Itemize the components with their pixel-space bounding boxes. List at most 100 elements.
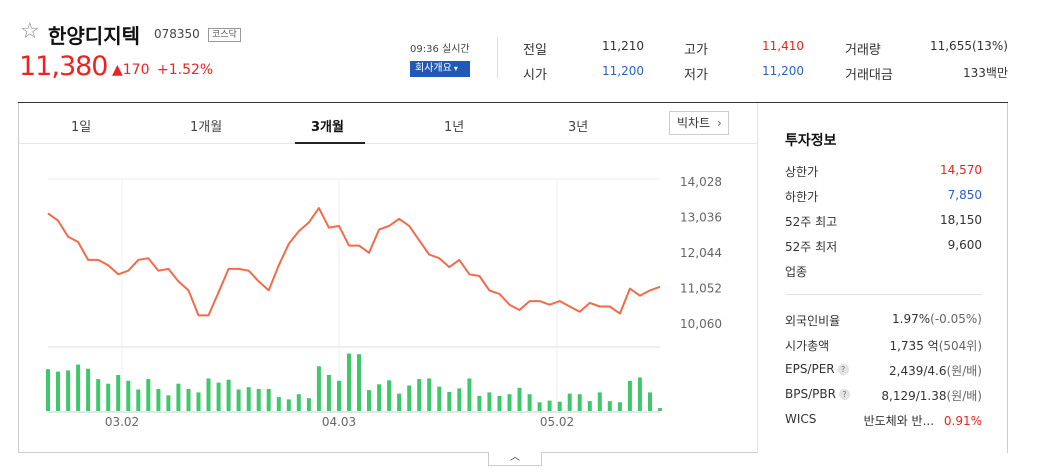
eps-per-unit: (원/배)	[946, 364, 983, 378]
volume-bar	[166, 395, 171, 411]
volume-bar	[648, 392, 652, 411]
volume-bar	[116, 375, 121, 411]
volume-bar	[326, 375, 331, 411]
volume-bar	[477, 395, 482, 411]
volume-bar	[347, 353, 351, 411]
volume-bar	[507, 394, 512, 411]
realtime-label: 09:36 실시간	[410, 44, 470, 55]
volume-bar	[56, 371, 60, 411]
volume-bar	[46, 369, 50, 411]
y-tick-label: 14,028	[680, 175, 722, 189]
open-value: 11,200	[602, 64, 644, 78]
volume-bar	[427, 378, 432, 411]
volume-bar	[537, 402, 542, 411]
volume-bar	[316, 366, 321, 411]
tab-1day[interactable]: 1일	[71, 120, 92, 135]
volume-bar	[236, 389, 241, 411]
prev-close-value: 11,210	[602, 39, 644, 53]
header-divider	[18, 102, 1008, 103]
volume-bar	[607, 401, 612, 411]
collapse-button[interactable]: ︿	[488, 452, 542, 466]
volume-value: 11,655(13%)	[929, 39, 1008, 53]
volume-bar	[547, 400, 552, 411]
volume-bar	[226, 379, 231, 411]
amount-value: 133백만	[963, 66, 1008, 80]
volume-bar	[337, 380, 341, 411]
low-value: 11,200	[762, 64, 804, 78]
volume-bar	[517, 387, 522, 411]
eps-per-label: EPS/PER	[785, 362, 835, 376]
amount-label: 거래대금	[845, 68, 893, 83]
volume-bar	[306, 398, 311, 411]
volume-bar	[96, 379, 101, 411]
chevron-right-icon: ›	[716, 116, 722, 130]
wics-sector-link[interactable]: 반도체와 반...	[863, 414, 935, 428]
bps-pbr-unit: (원/배)	[946, 389, 983, 403]
high52-value: 18,150	[940, 213, 982, 227]
market-cap-rank: (504위)	[938, 339, 982, 353]
tab-1year[interactable]: 1년	[444, 120, 465, 135]
volume-bar	[286, 399, 291, 411]
x-tick-label: 03.02	[105, 415, 139, 429]
big-chart-label: 빅차트	[677, 116, 711, 130]
big-chart-button[interactable]: 빅차트 ›	[669, 111, 729, 135]
volume-bar	[156, 389, 161, 411]
volume-bar	[567, 393, 572, 411]
chart-panel	[18, 103, 758, 453]
tab-3month[interactable]: 3개월	[311, 120, 344, 135]
high-label: 고가	[684, 43, 708, 58]
low-label: 저가	[684, 68, 708, 83]
volume-bar	[658, 408, 662, 411]
tab-3year[interactable]: 3년	[568, 120, 589, 135]
current-price: 11,380	[19, 51, 108, 82]
lower-limit-value: 7,850	[947, 188, 982, 202]
volume-bar	[597, 392, 602, 411]
volume-bar	[136, 389, 141, 411]
volume-bar	[186, 389, 191, 411]
volume-bar	[146, 379, 151, 411]
volume-bar	[66, 370, 71, 411]
x-tick-label: 05.02	[540, 415, 574, 429]
volume-bar	[437, 386, 442, 411]
tab-1month[interactable]: 1개월	[190, 120, 223, 135]
price-change: ▲170	[112, 62, 150, 78]
caret-down-icon: ▾	[453, 64, 458, 73]
lower-limit-label: 하한가	[785, 190, 819, 204]
company-overview-button[interactable]: 회사개요 ▾	[410, 61, 470, 77]
volume-bar	[367, 390, 371, 411]
volume-bar	[106, 383, 111, 411]
chevron-up-icon: ︿	[510, 452, 520, 463]
high-value: 11,410	[762, 39, 804, 53]
volume-bar	[587, 401, 592, 411]
y-tick-label: 10,060	[680, 317, 722, 331]
volume-bar	[397, 393, 402, 411]
volume-bar	[196, 392, 201, 411]
panel-border	[1007, 103, 1008, 453]
x-tick-label: 04.03	[322, 415, 356, 429]
info-title: 투자정보	[785, 133, 837, 149]
volume-bar	[627, 380, 632, 411]
prev-close-label: 전일	[523, 43, 547, 58]
divider	[497, 38, 498, 78]
low52-label: 52주 최저	[785, 240, 838, 254]
volume-bar	[457, 388, 462, 411]
volume-bar	[497, 395, 502, 411]
y-tick-label: 11,052	[680, 282, 722, 296]
foreign-ratio-value: 1.97%	[892, 312, 931, 326]
volume-bar	[617, 402, 622, 411]
help-icon[interactable]: ?	[838, 389, 850, 400]
stock-name: 한양디지텍	[48, 24, 140, 48]
stock-code: 078350	[154, 27, 200, 41]
volume-bar	[377, 384, 382, 411]
wics-label: WICS	[785, 412, 817, 426]
tabs-divider	[19, 143, 757, 144]
help-icon[interactable]: ?	[837, 364, 849, 375]
volume-bar	[557, 401, 562, 411]
volume-bar	[577, 394, 582, 411]
volume-bar	[417, 379, 422, 411]
price-change-pct: +1.52%	[157, 62, 214, 78]
price-line	[47, 207, 661, 317]
favorite-star-icon[interactable]: ☆	[20, 19, 40, 44]
company-overview-label: 회사개요	[415, 63, 452, 74]
